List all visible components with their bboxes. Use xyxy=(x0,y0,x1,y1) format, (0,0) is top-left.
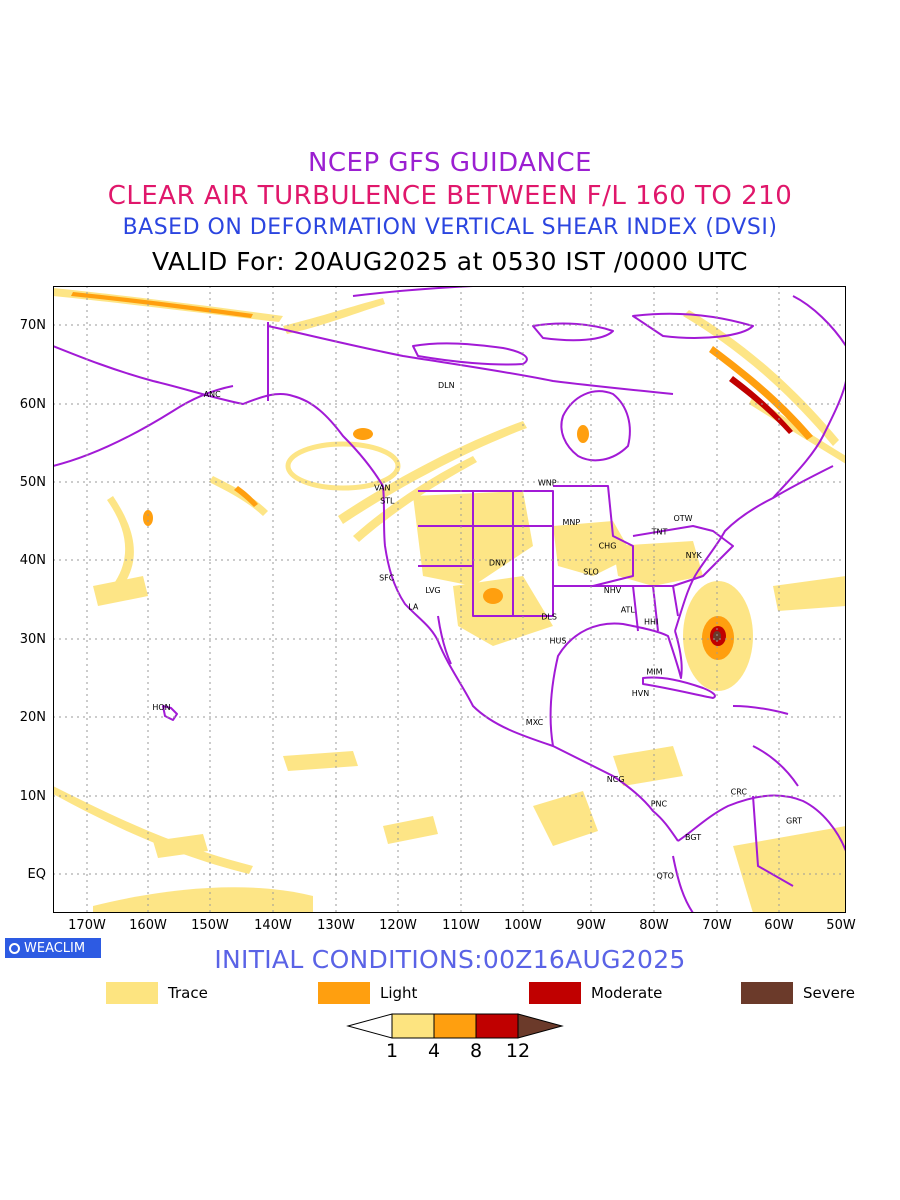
station-label-atl: ATL xyxy=(621,606,636,615)
station-label-sfc: SFC xyxy=(379,574,395,583)
colorbar-tick-12: 12 xyxy=(505,1040,531,1062)
station-label-crc: CRC xyxy=(731,788,748,797)
legend-item-trace: Trace xyxy=(106,982,208,1004)
legend-label-moderate: Moderate xyxy=(591,984,663,1002)
legend-label-light: Light xyxy=(380,984,418,1002)
lat-label-eq: EQ xyxy=(27,867,46,882)
station-label-hhi: HHI xyxy=(644,617,658,626)
lat-label-70n: 70N xyxy=(19,318,46,333)
lon-label-50w: 50W xyxy=(826,918,856,933)
lon-label-170w: 170W xyxy=(68,918,106,933)
station-label-nyk: NYK xyxy=(686,551,703,560)
title-method: BASED ON DEFORMATION VERTICAL SHEAR INDE… xyxy=(122,215,778,240)
lon-label-150w: 150W xyxy=(191,918,229,933)
graticule xyxy=(53,286,846,913)
colorbar-moderate xyxy=(475,1013,519,1039)
lat-label-50n: 50N xyxy=(19,475,46,490)
station-label-mnp: MNP xyxy=(562,518,580,527)
legend-swatch-light xyxy=(318,982,370,1004)
station-label-wnp: WNP xyxy=(538,479,557,488)
trace-turbulence-areas xyxy=(53,288,846,913)
legend-item-moderate: Moderate xyxy=(529,982,662,1004)
station-label-pnc: PNC xyxy=(651,799,668,808)
lon-label-130w: 130W xyxy=(317,918,355,933)
station-label-tnt: TNT xyxy=(651,527,668,536)
station-label-otw: OTW xyxy=(673,514,692,523)
station-label-dls: DLS xyxy=(541,613,557,622)
turbulence-map: ANC DLN VAN STL WNP MNP TNT OTW CHG NYK DNV SFC SLO L… xyxy=(53,286,846,913)
station-label-van: VAN xyxy=(374,483,390,492)
legend-item-severe: Severe xyxy=(741,982,855,1004)
colorbar-over-arrow xyxy=(517,1013,564,1039)
lat-label-20n: 20N xyxy=(19,710,46,725)
station-label-mxc: MXC xyxy=(526,718,544,727)
station-label-nhv: NHV xyxy=(604,586,622,595)
colorbar-light xyxy=(433,1013,477,1039)
station-label-stl: STL xyxy=(380,497,395,506)
lat-label-40n: 40N xyxy=(19,553,46,568)
station-label-dln: DLN xyxy=(438,381,455,390)
station-label-ncg: NCG xyxy=(607,775,625,784)
lon-label-120w: 120W xyxy=(379,918,417,933)
map-frame xyxy=(53,286,846,913)
map-canvas: ANC DLN VAN STL WNP MNP TNT OTW CHG NYK DNV SFC SLO L… xyxy=(53,286,846,913)
lon-label-110w: 110W xyxy=(442,918,480,933)
station-label-chg: CHG xyxy=(599,541,617,550)
logo-ring-icon xyxy=(9,942,20,954)
station-label-hvn: HVN xyxy=(632,689,649,698)
lon-label-100w: 100W xyxy=(504,918,542,933)
weaclim-badge-label: WEACLIM xyxy=(24,940,86,956)
legend-label-severe: Severe xyxy=(803,984,855,1002)
lon-label-70w: 70W xyxy=(702,918,732,933)
legend-item-light: Light xyxy=(318,982,417,1004)
legend-label-trace: Trace xyxy=(168,984,208,1002)
lon-label-80w: 80W xyxy=(639,918,669,933)
station-label-mim: MIM xyxy=(646,668,662,677)
station-label-lvg: LVG xyxy=(425,586,440,595)
coastlines-and-borders xyxy=(53,286,846,913)
colorbar-tick-1: 1 xyxy=(385,1040,399,1062)
legend-swatch-moderate xyxy=(529,982,581,1004)
station-label-dnv: DNV xyxy=(489,559,507,568)
light-turbulence-areas xyxy=(71,292,813,660)
lat-label-10n: 10N xyxy=(19,789,46,804)
colorbar xyxy=(346,1013,564,1039)
station-label-hon: HON xyxy=(152,703,170,712)
title-model: NCEP GFS GUIDANCE xyxy=(307,148,593,178)
lon-label-160w: 160W xyxy=(129,918,167,933)
station-label-anc: ANC xyxy=(204,390,221,399)
station-label-slo: SLO xyxy=(583,567,599,576)
legend-swatch-trace xyxy=(106,982,158,1004)
lon-label-140w: 140W xyxy=(254,918,292,933)
station-labels: ANC DLN VAN STL WNP MNP TNT OTW CHG NYK DNV SFC SLO L… xyxy=(152,381,802,881)
legend-swatch-severe xyxy=(741,982,793,1004)
title-valid-time: VALID For: 20AUG2025 at 0530 IST /0000 U… xyxy=(152,247,748,276)
colorbar-tick-8: 8 xyxy=(469,1040,483,1062)
lat-label-30n: 30N xyxy=(19,632,46,647)
lon-label-90w: 90W xyxy=(576,918,606,933)
initial-conditions: INITIAL CONDITIONS:00Z16AUG2025 xyxy=(214,945,686,974)
colorbar-tick-4: 4 xyxy=(427,1040,441,1062)
station-label-bgt: BGT xyxy=(685,833,701,842)
weaclim-badge: WEACLIM xyxy=(5,938,101,958)
colorbar-under-arrow xyxy=(346,1013,393,1039)
colorbar-trace xyxy=(391,1013,435,1039)
title-product: CLEAR AIR TURBULENCE BETWEEN F/L 160 TO … xyxy=(107,181,793,211)
station-label-grt: GRT xyxy=(786,817,802,826)
station-label-la: LA xyxy=(408,603,419,612)
lat-label-60n: 60N xyxy=(19,397,46,412)
lon-label-60w: 60W xyxy=(764,918,794,933)
station-label-hus: HUS xyxy=(550,636,567,645)
station-label-qto: QTO xyxy=(656,871,673,880)
